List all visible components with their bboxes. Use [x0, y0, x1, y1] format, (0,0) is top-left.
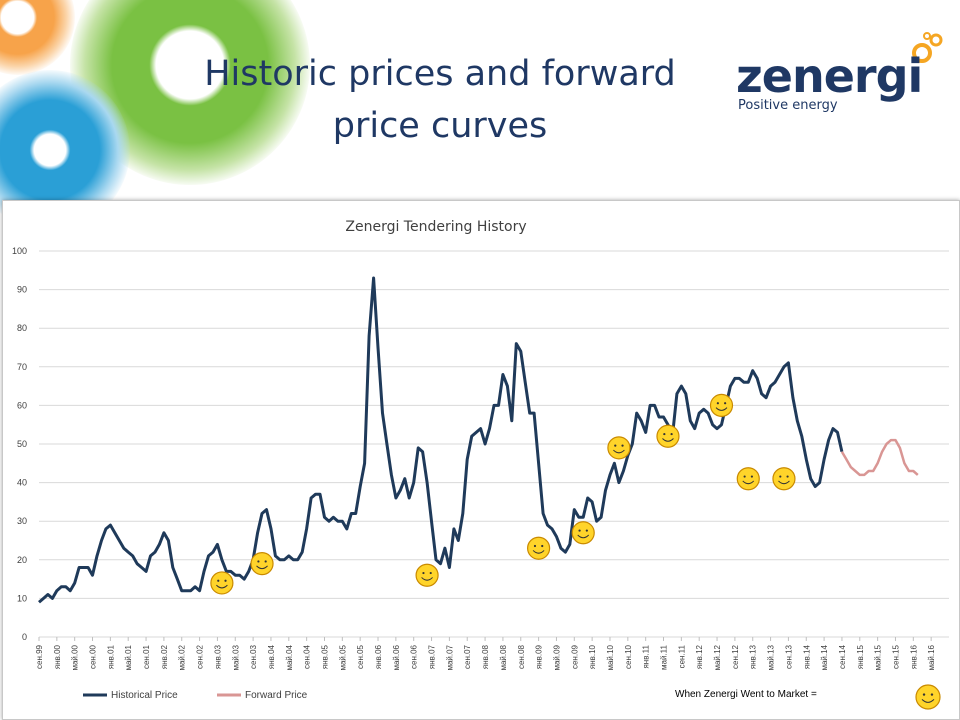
x-tick-label: янв.14: [802, 644, 811, 669]
legend-smiley-icon: [915, 684, 941, 710]
chart-title: Zenergi Tendering History: [345, 219, 526, 235]
market-event-smiley-icon: [210, 571, 234, 595]
chart-svg: 0 10 20 30 40 50 60 70 80 90 100 сен.99 янв.00 май.0…: [12, 219, 949, 710]
x-tick-label: янв.03: [213, 644, 222, 669]
x-tick-label: май.14: [820, 644, 829, 670]
y-tick-label: 50: [17, 439, 27, 449]
x-tick-label: сен.09: [570, 644, 579, 669]
x-tick-label: май.13: [767, 644, 776, 670]
x-tick-label: сен.03: [249, 644, 258, 669]
x-tick-label: сен.14: [838, 644, 847, 669]
legend-smiley-face-icon: [915, 684, 941, 710]
x-tick-label: сен.04: [303, 644, 312, 669]
market-event-smiley-icon: [527, 536, 551, 560]
x-tick-label: сен.06: [410, 644, 419, 669]
x-tick-label: янв.16: [909, 644, 918, 669]
legend-historical-label: Historical Price: [111, 690, 178, 701]
x-tick-label: янв.00: [53, 644, 62, 669]
x-tick-label: сен.08: [517, 644, 526, 669]
y-tick-label: 20: [17, 555, 27, 565]
market-event-smiley-icon: [571, 521, 595, 545]
logo-tagline: Positive energy: [738, 98, 838, 113]
x-tick-label: май.12: [713, 644, 722, 670]
x-tick-label: май.00: [71, 644, 80, 670]
chart-series: [38, 276, 919, 604]
x-tick-label: янв.10: [588, 644, 597, 669]
x-tick-label: май.07: [445, 644, 454, 670]
x-tick-label: май.06: [392, 644, 401, 670]
x-tick-label: май.05: [338, 644, 347, 670]
x-tick-label: сен.05: [356, 644, 365, 669]
zenergi-logo: zenergi Positive energy: [728, 28, 958, 128]
y-tick-label: 70: [17, 362, 27, 372]
x-tick-label: янв.12: [695, 644, 704, 669]
x-tick-label: сен.11: [677, 644, 686, 668]
x-tick-label: сен.00: [89, 644, 98, 669]
market-event-smiley-icon: [709, 393, 734, 417]
y-tick-label: 60: [17, 400, 27, 410]
market-markers: [210, 393, 796, 595]
legend: Historical Price Forward Price: [83, 690, 308, 701]
y-axis-ticks: 0 10 20 30 40 50 60 70 80 90 100: [12, 246, 27, 642]
x-tick-label: янв.01: [106, 644, 115, 669]
forward-price-line: [840, 438, 919, 477]
slide-title: Historic prices and forward price curves: [204, 54, 676, 146]
x-tick-label: май.04: [285, 644, 294, 670]
x-tick-label: янв.15: [856, 644, 865, 669]
x-tick-label: сен.12: [731, 644, 740, 669]
historical-price-line: [38, 276, 844, 604]
y-tick-label: 80: [17, 323, 27, 333]
x-tick-label: янв.13: [749, 644, 758, 669]
market-event-smiley-icon: [656, 424, 680, 448]
x-tick-label: янв.11: [642, 644, 651, 668]
x-tick-label: май.10: [606, 644, 615, 670]
market-event-smiley-icon: [736, 467, 760, 491]
x-tick-label: май.01: [124, 644, 133, 670]
y-tick-label: 40: [17, 478, 27, 488]
x-tick-label: сен.02: [196, 644, 205, 669]
market-event-smiley-icon: [250, 552, 274, 576]
x-tick-label: сен.13: [784, 644, 793, 669]
x-tick-label: май.16: [927, 644, 936, 670]
x-axis-ticks: сен.99 янв.00 май.00 сен.00 янв.01 май.01 сен.…: [35, 637, 936, 671]
x-tick-label: янв.07: [428, 644, 437, 669]
market-event-smiley-icon: [607, 436, 631, 460]
market-legend-label: When Zenergi Went to Market =: [675, 689, 817, 700]
x-tick-label: май.15: [874, 644, 883, 670]
y-tick-label: 0: [22, 632, 27, 642]
y-tick-label: 100: [12, 246, 27, 256]
x-tick-label: сен.01: [142, 644, 151, 669]
x-tick-label: янв.02: [160, 644, 169, 669]
x-tick-label: янв.04: [267, 644, 276, 669]
x-tick-label: май.08: [499, 644, 508, 670]
x-tick-label: янв.05: [320, 644, 329, 669]
x-tick-label: май.11: [660, 644, 669, 669]
decorative-circle-orange: [0, 0, 75, 75]
y-tick-label: 30: [17, 516, 27, 526]
y-tick-label: 10: [17, 593, 27, 603]
market-event-smiley-icon: [772, 467, 796, 491]
market-event-smiley-icon: [415, 563, 439, 587]
chart-grid: [39, 250, 949, 638]
x-tick-label: сен.07: [463, 644, 472, 669]
y-tick-label: 90: [17, 285, 27, 295]
logo-sun-icon: [912, 32, 943, 63]
x-tick-label: сен.15: [891, 644, 900, 669]
x-tick-label: янв.08: [481, 644, 490, 669]
x-tick-label: сен.99: [35, 644, 44, 669]
legend-forward-label: Forward Price: [245, 690, 308, 701]
x-tick-label: май.02: [178, 644, 187, 670]
chart-frame: 0 10 20 30 40 50 60 70 80 90 100 сен.99 янв.00 май.0…: [2, 200, 960, 720]
x-tick-label: янв.06: [374, 644, 383, 669]
logo-wordmark: zenergi: [736, 49, 922, 103]
x-tick-label: май.09: [552, 644, 561, 670]
x-tick-label: сен.10: [624, 644, 633, 669]
x-tick-label: май.03: [231, 644, 240, 670]
x-tick-label: янв.09: [535, 644, 544, 669]
